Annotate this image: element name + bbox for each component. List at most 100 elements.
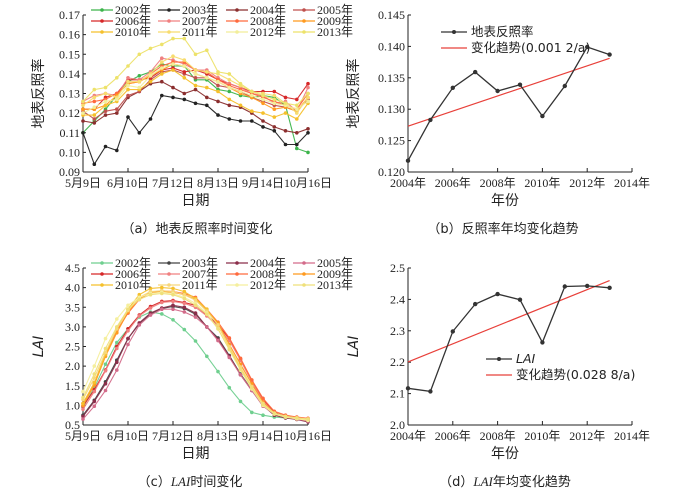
y-tick-label: 0.12 <box>59 106 80 120</box>
data-point <box>272 101 277 106</box>
data-point <box>171 303 175 308</box>
data-point <box>216 83 220 88</box>
data-point <box>295 97 299 102</box>
data-point <box>81 131 85 135</box>
x-tick-label: 2008年 <box>480 429 516 443</box>
data-point <box>81 107 85 111</box>
data-point <box>238 399 243 404</box>
data-point <box>216 70 220 74</box>
data-point <box>171 95 175 100</box>
y-tick-label: 2.5 <box>65 340 80 354</box>
data-point <box>216 338 220 343</box>
data-point <box>115 148 119 153</box>
data-point <box>306 95 310 100</box>
legend-label: 2010年 <box>115 25 151 39</box>
data-point <box>261 93 265 98</box>
legend-marker <box>167 272 171 276</box>
data-point <box>193 72 198 76</box>
legend-item: 变化趋势(0.001 2/a) <box>441 40 590 55</box>
data-point <box>137 314 142 318</box>
data-point <box>148 79 153 84</box>
x-tick-label: 8月13日 <box>197 176 239 190</box>
caption-suffix: 年均变化趋势 <box>493 474 571 490</box>
data-point <box>238 81 243 86</box>
data-point <box>205 48 209 53</box>
data-point <box>126 336 130 341</box>
caption-suffix: 时间变化 <box>190 474 242 490</box>
x-tick-label: 2012年 <box>569 176 605 190</box>
x-tick-label: 8月13日 <box>197 429 239 443</box>
data-point <box>160 56 164 60</box>
data-point <box>115 317 119 321</box>
series-2013年 <box>81 36 310 108</box>
legend-label: 2003年 <box>182 3 218 17</box>
data-point <box>238 356 243 361</box>
legend-label: 2008年 <box>250 14 286 28</box>
data-point <box>81 389 85 394</box>
data-point <box>160 307 164 312</box>
data-point <box>126 93 130 98</box>
data-point <box>227 85 232 90</box>
data-point <box>103 346 108 351</box>
data-point <box>227 97 232 102</box>
legend-marker <box>235 283 239 287</box>
data-point <box>238 89 243 94</box>
legend-marker <box>100 283 104 287</box>
data-point <box>171 307 175 312</box>
data-point <box>193 339 198 343</box>
y-tick-label: 0.120 <box>378 165 405 179</box>
legend-marker <box>235 8 239 12</box>
caption-italic: LAI <box>472 474 493 489</box>
legend-marker <box>302 283 306 287</box>
data-point <box>272 97 277 102</box>
y-tick-label: 0.130 <box>378 102 405 116</box>
data-point <box>115 360 119 365</box>
data-point <box>81 103 85 108</box>
legend-marker <box>235 30 239 34</box>
legend-label: 2012年 <box>250 25 286 39</box>
data-point <box>160 285 164 290</box>
data-point <box>126 342 130 347</box>
data-point <box>272 115 277 119</box>
series-2013年 <box>81 291 310 421</box>
data-point <box>103 336 108 341</box>
data-point <box>103 109 108 113</box>
y-tick-label: 2.4 <box>390 292 405 306</box>
x-tick-label: 6月10日 <box>107 429 149 443</box>
legend-item: 2012年 <box>226 25 286 39</box>
data-point <box>92 99 97 104</box>
data-point <box>227 78 232 82</box>
legend-marker <box>452 30 456 34</box>
data-point <box>193 101 198 106</box>
data-point <box>126 79 130 84</box>
y-tick-label: 2.3 <box>390 324 405 338</box>
data-point <box>283 101 288 106</box>
y-tick-label: 0.09 <box>59 165 80 179</box>
annual-data-point <box>517 297 523 302</box>
data-point <box>81 99 85 104</box>
data-point <box>238 119 243 123</box>
legend-marker <box>302 8 306 12</box>
data-point <box>216 79 220 84</box>
y-tick-label: 2.1 <box>390 387 405 401</box>
data-point <box>137 297 142 302</box>
data-point <box>160 93 164 98</box>
y-tick-label: 0.11 <box>59 126 80 140</box>
data-point <box>126 64 130 68</box>
data-point <box>92 404 97 409</box>
legend-item: 2012年 <box>226 278 286 292</box>
data-point <box>171 318 175 322</box>
data-point <box>137 85 142 90</box>
data-point <box>250 93 254 98</box>
data-point <box>171 292 175 297</box>
y-tick-label: 2.0 <box>390 418 405 432</box>
data-point <box>171 68 175 72</box>
data-point <box>103 103 108 108</box>
data-point <box>160 66 164 70</box>
y-tick-label: 0.125 <box>378 134 405 148</box>
data-point <box>227 117 232 121</box>
data-point <box>193 315 198 319</box>
legend-item: 2003年 <box>158 3 218 17</box>
data-point <box>205 325 209 329</box>
legend-label: 2002年 <box>115 256 151 270</box>
